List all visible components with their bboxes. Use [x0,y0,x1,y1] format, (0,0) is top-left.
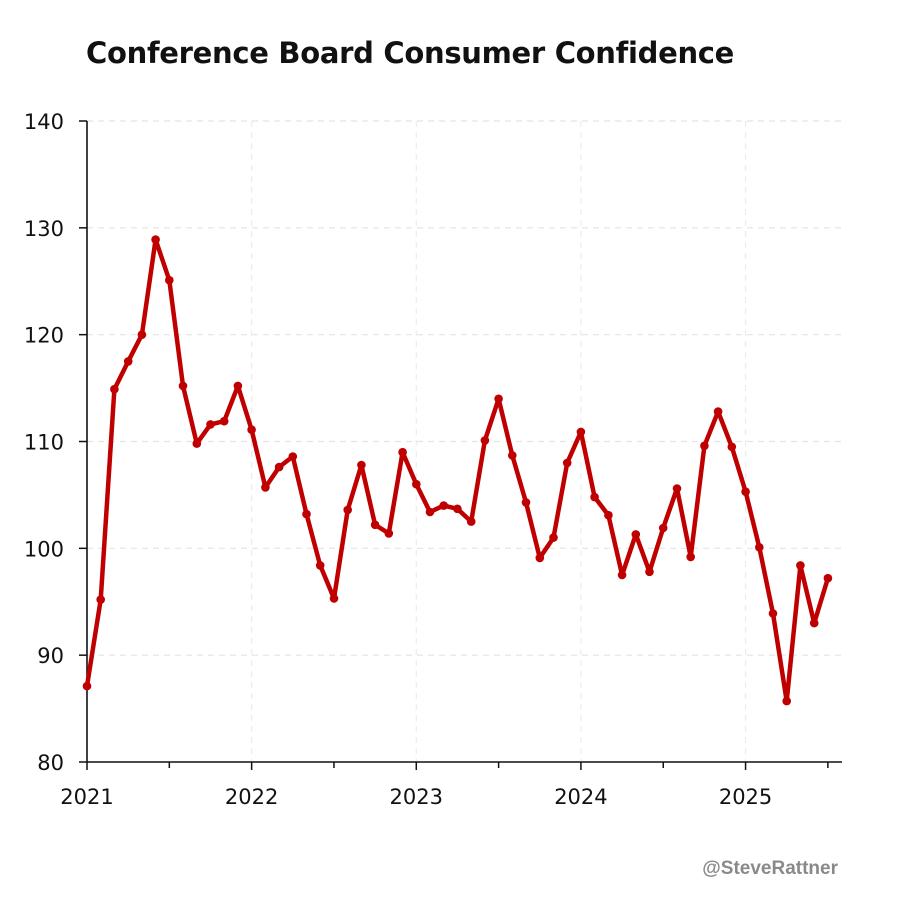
data-point [686,552,695,562]
data-point [672,484,682,493]
data-point [796,561,805,570]
data-point [562,458,572,468]
data-point [123,357,133,366]
credit-label: @SteveRattner [702,858,838,879]
data-point [165,275,174,285]
data-point [494,394,503,404]
data-point [219,416,229,426]
data-point [508,451,517,460]
data-point [658,523,668,533]
data-point [521,498,531,507]
data-point [590,492,599,502]
data-point [357,460,366,470]
data-point [206,420,215,429]
data-point [755,543,764,552]
data-point [288,452,298,461]
data-point [425,507,435,517]
data-point [741,487,750,497]
data-point [809,618,819,628]
data-point [233,381,243,391]
data-point [631,530,641,539]
data-point [549,533,558,542]
data-point [110,384,119,394]
data-point [604,510,613,520]
y-tick-label: 80 [37,751,64,775]
x-tick-label: 2021 [60,785,113,809]
data-point [439,501,449,510]
data-point [274,462,284,472]
data-point [247,425,256,435]
data-point [823,573,833,583]
data-point [713,407,723,416]
data-point [370,520,380,530]
data-point [178,381,188,391]
data-point [727,442,737,452]
data-point [535,553,545,563]
data-point [302,509,311,519]
data-point [96,595,105,604]
chart-title: Conference Board Consumer Confidence [86,36,735,70]
data-point [82,681,92,691]
y-tick-label: 100 [24,537,64,561]
series-line [84,237,831,704]
y-tick-label: 110 [24,431,64,455]
data-point [398,447,407,457]
x-tick-label: 2022 [225,785,278,809]
data-point [700,441,709,451]
x-tick-label: 2025 [719,785,772,809]
y-tick-label: 90 [37,644,64,668]
data-point [151,235,160,244]
data-point [768,609,778,618]
data-point [315,561,325,570]
data-point [466,517,476,526]
y-tick-label: 130 [24,217,64,241]
x-tick-label: 2023 [390,785,443,809]
y-tick-label: 120 [24,324,64,348]
data-point [617,570,627,580]
data-point [137,330,147,340]
data-point [329,594,339,603]
data-point [343,505,353,515]
y-tick-label: 140 [24,110,64,134]
data-point [576,427,586,437]
x-tick-label: 2024 [554,785,607,809]
axis-ticks: 80 90 100 110 120 130 140 2021 2022 2023 2024 2025 [24,110,829,809]
data-point [412,479,421,489]
data-point [453,504,462,514]
data-point [192,439,202,448]
data-point [261,483,270,492]
data-point [384,529,394,538]
data-point [782,696,791,706]
data-point [480,436,490,445]
data-point [645,567,654,577]
plot-area [82,235,833,706]
